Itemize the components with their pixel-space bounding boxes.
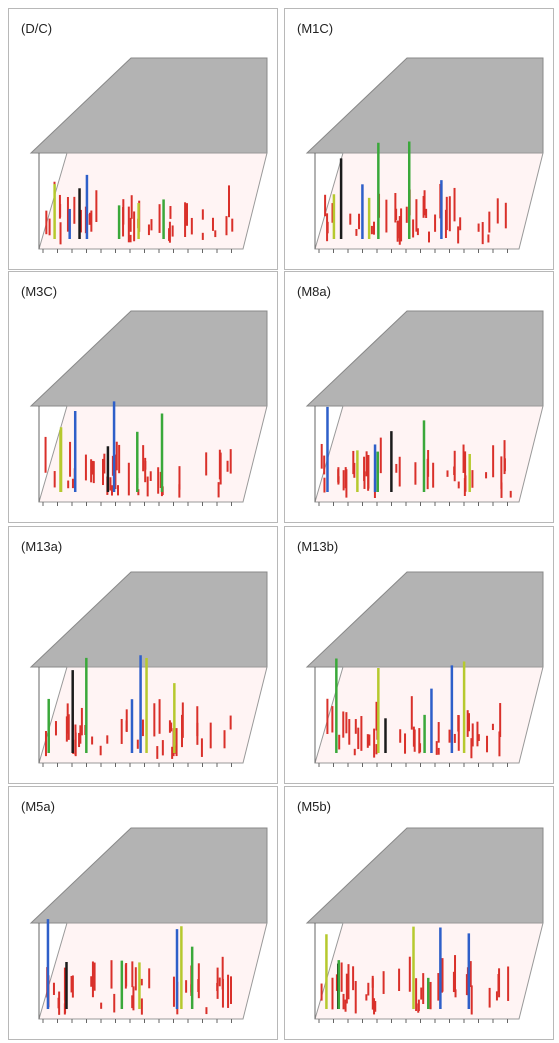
floor — [314, 152, 544, 250]
panel-label: (M13b) — [297, 539, 339, 554]
floor — [38, 152, 268, 250]
panel-label: (M13a) — [21, 539, 63, 554]
chromatogram-3d — [29, 571, 268, 767]
panel: (M5a) — [8, 786, 278, 1040]
back-wall — [29, 827, 268, 924]
panel: (M13a) — [8, 526, 278, 784]
panel: (M1C) — [284, 8, 554, 270]
chromatogram-3d — [305, 57, 544, 253]
floor — [38, 922, 268, 1020]
panel: (M5b) — [284, 786, 554, 1040]
chromatogram-3d — [29, 827, 268, 1023]
panel-label: (M5b) — [297, 799, 331, 814]
floor — [38, 405, 268, 503]
panel: (D/C) — [8, 8, 278, 270]
panel: (M13b) — [284, 526, 554, 784]
back-wall — [29, 571, 268, 668]
panel-label: (M8a) — [297, 284, 331, 299]
panel-label: (M5a) — [21, 799, 55, 814]
panel: (M8a) — [284, 271, 554, 523]
chromatogram-3d — [29, 310, 268, 506]
panel: (M3C) — [8, 271, 278, 523]
back-wall — [305, 827, 544, 924]
panel-label: (M1C) — [297, 21, 334, 36]
chromatogram-3d — [29, 57, 268, 253]
back-wall — [29, 57, 268, 154]
back-wall — [29, 310, 268, 407]
back-wall — [305, 310, 544, 407]
floor — [314, 666, 544, 764]
chromatogram-3d — [305, 827, 544, 1023]
chromatogram-3d — [305, 571, 544, 767]
panel-label: (D/C) — [21, 21, 53, 36]
back-wall — [305, 57, 544, 154]
chromatogram-3d — [305, 310, 544, 506]
panel-label: (M3C) — [21, 284, 58, 299]
back-wall — [305, 571, 544, 668]
